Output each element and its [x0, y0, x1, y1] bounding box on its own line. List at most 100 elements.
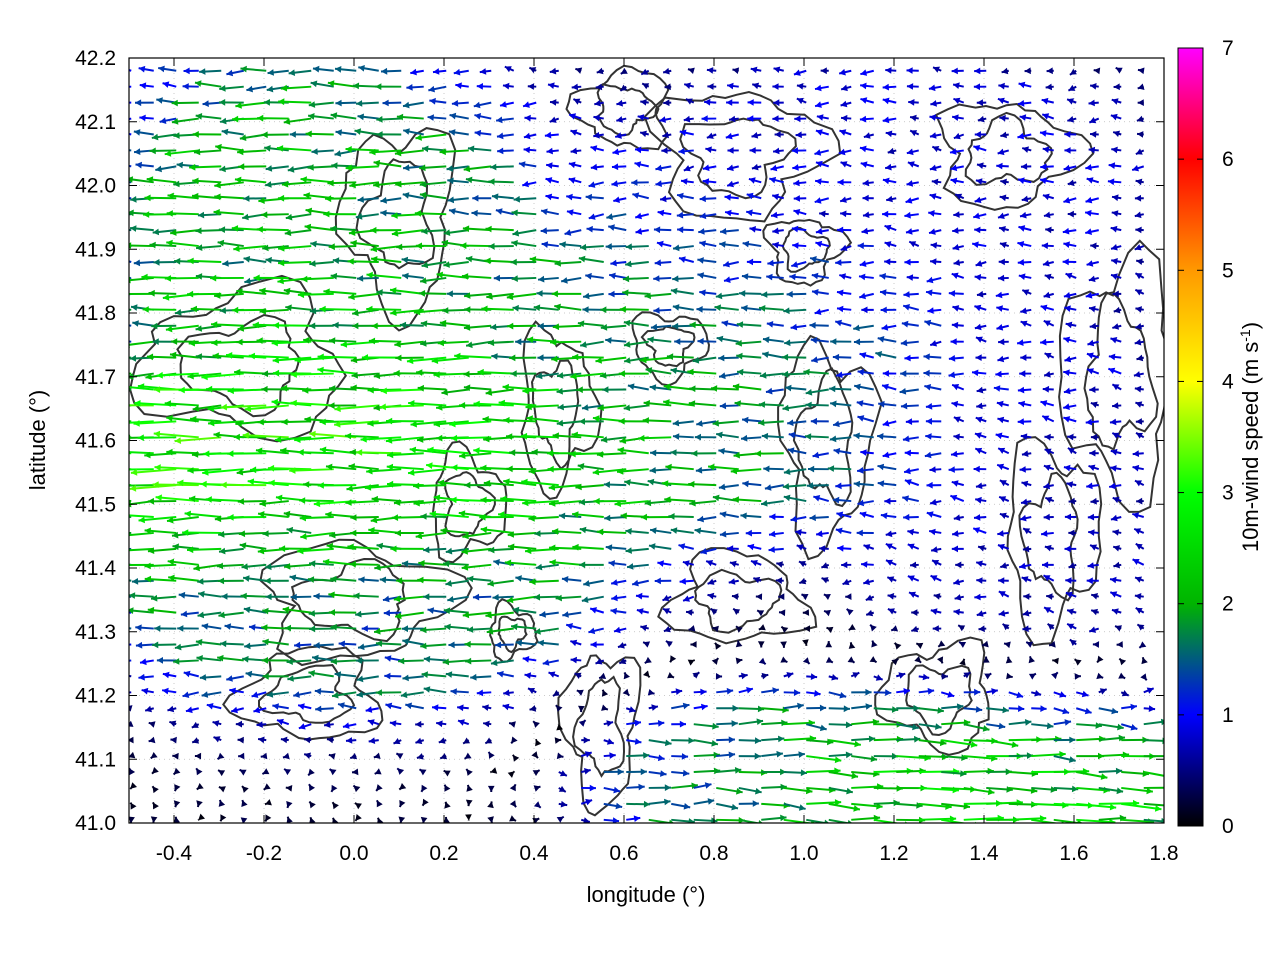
wind-arrow	[869, 624, 877, 632]
wind-arrow	[352, 82, 379, 90]
wind-arrow	[396, 113, 424, 121]
wind-arrow	[806, 818, 831, 823]
wind-arrow	[413, 499, 447, 507]
wind-arrow	[1067, 447, 1077, 455]
wind-arrow	[423, 655, 447, 663]
wind-arrow	[286, 658, 312, 665]
wind-arrow	[332, 817, 339, 823]
wind-arrow	[862, 194, 874, 202]
wind-arrow	[129, 149, 132, 152]
wind-arrow	[133, 129, 154, 136]
wind-arrow	[570, 639, 582, 647]
wind-arrow	[903, 291, 919, 298]
wind-arrow	[816, 114, 829, 121]
wind-arrow	[853, 324, 874, 332]
wind-arrow	[954, 193, 965, 200]
wind-arrow	[626, 800, 651, 808]
wind-arrow	[189, 415, 222, 423]
wind-arrow	[347, 543, 379, 551]
wind-arrow	[507, 543, 537, 551]
terrain-contour	[497, 615, 528, 654]
wind-arrow	[847, 656, 856, 664]
wind-arrow	[528, 515, 559, 522]
wind-arrow	[428, 85, 447, 93]
wind-arrow	[282, 606, 312, 614]
wind-arrow	[1017, 386, 1032, 394]
wind-arrow	[190, 305, 222, 313]
wind-arrow	[170, 229, 199, 236]
wind-arrow	[229, 687, 244, 695]
wind-arrow	[531, 751, 539, 759]
wind-arrow	[671, 753, 689, 760]
wind-arrow	[260, 752, 268, 760]
wind-arrow	[784, 384, 807, 392]
wind-arrow	[443, 229, 469, 236]
wind-arrow	[1136, 131, 1144, 138]
wind-arrow	[1021, 480, 1032, 488]
wind-arrow	[595, 356, 627, 364]
wind-arrow	[1044, 433, 1054, 441]
wind-arrow	[859, 511, 875, 518]
wind-arrow	[1064, 147, 1077, 154]
wind-arrow	[707, 592, 717, 600]
wind-arrow	[480, 496, 514, 504]
wind-arrow	[688, 400, 717, 407]
wind-arrow	[634, 212, 649, 220]
wind-arrow	[1086, 352, 1100, 359]
wind-arrow	[986, 688, 998, 695]
wind-arrow	[1132, 558, 1145, 566]
wind-arrow	[644, 499, 672, 507]
wind-arrow	[747, 115, 762, 122]
wind-arrow	[1068, 562, 1077, 569]
wind-arrow	[975, 354, 987, 361]
wind-arrow	[806, 690, 821, 697]
wind-arrow	[664, 83, 672, 91]
wind-arrow	[1005, 656, 1013, 664]
wind-arrow	[1120, 690, 1130, 697]
wind-arrow	[481, 305, 514, 313]
wind-arrow	[499, 101, 514, 108]
wind-arrow	[693, 688, 707, 696]
wind-arrow	[884, 258, 897, 266]
wind-arrow	[1085, 228, 1099, 235]
x-tick-label: 0.4	[519, 842, 549, 865]
wind-arrow	[586, 225, 604, 233]
wind-arrow	[408, 400, 447, 407]
wind-arrow	[389, 720, 402, 727]
wind-arrow	[869, 656, 878, 664]
wind-arrow	[398, 816, 406, 823]
wind-arrow	[133, 420, 177, 427]
wind-arrow	[875, 351, 897, 359]
wind-arrow	[688, 480, 717, 488]
wind-arrow	[436, 720, 447, 728]
wind-arrow	[731, 593, 739, 600]
wind-arrow	[838, 148, 852, 156]
wind-arrow	[873, 674, 884, 681]
wind-arrow	[578, 719, 587, 727]
wind-arrow	[233, 245, 267, 252]
wind-arrow	[770, 164, 784, 172]
wind-arrow	[995, 291, 1009, 299]
wind-arrow	[975, 336, 987, 343]
wind-arrow	[953, 211, 964, 218]
wind-arrow	[930, 100, 942, 107]
wind-arrow	[528, 66, 537, 74]
wind-arrow	[772, 83, 784, 90]
wind-arrow	[375, 784, 383, 792]
wind-arrow	[656, 240, 672, 248]
wind-arrow	[954, 594, 964, 601]
wind-arrow	[144, 194, 177, 202]
wind-arrow	[164, 149, 199, 157]
wind-arrow	[761, 802, 791, 809]
wind-arrow	[350, 239, 379, 248]
wind-arrow	[353, 592, 379, 600]
wind-arrow	[928, 210, 942, 217]
wind-arrow	[1017, 418, 1032, 425]
wind-arrow	[196, 655, 222, 662]
wind-arrow	[360, 435, 402, 443]
wind-arrow	[410, 68, 424, 76]
wind-arrow	[334, 671, 357, 678]
wind-arrow	[705, 146, 717, 153]
wind-arrow	[783, 702, 804, 710]
wind-arrow	[186, 546, 222, 554]
